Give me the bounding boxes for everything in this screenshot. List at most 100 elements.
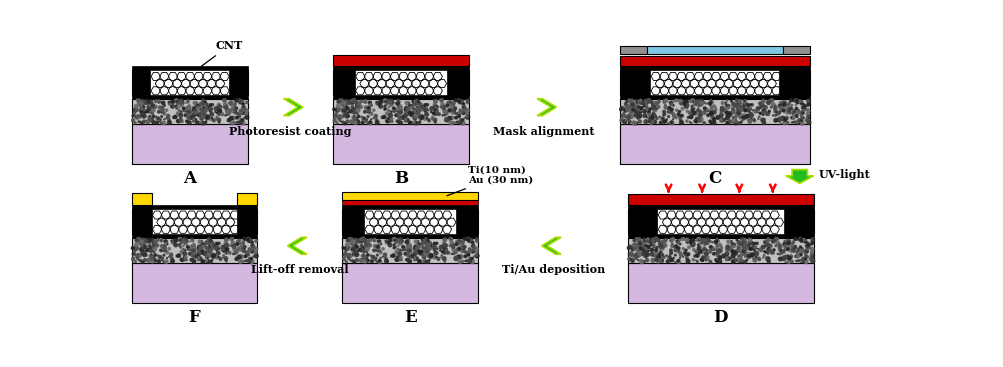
Circle shape [678, 251, 681, 254]
Circle shape [412, 117, 416, 120]
Circle shape [231, 103, 233, 105]
Bar [627, 195, 812, 205]
Circle shape [690, 239, 694, 242]
Circle shape [376, 246, 379, 250]
Circle shape [402, 248, 405, 250]
Circle shape [355, 239, 358, 242]
Circle shape [361, 250, 364, 252]
Circle shape [671, 113, 674, 115]
Circle shape [151, 120, 154, 123]
Circle shape [449, 110, 451, 113]
Circle shape [455, 240, 458, 243]
Circle shape [710, 101, 713, 103]
Circle shape [148, 110, 151, 113]
Circle shape [803, 252, 805, 254]
Circle shape [423, 254, 426, 257]
Circle shape [629, 105, 633, 109]
Circle shape [398, 121, 402, 124]
Circle shape [203, 251, 207, 255]
Circle shape [801, 110, 803, 112]
Circle shape [239, 101, 242, 104]
Circle shape [743, 239, 746, 241]
Circle shape [139, 240, 143, 244]
Circle shape [169, 103, 171, 105]
Circle shape [759, 107, 761, 108]
Circle shape [354, 100, 357, 103]
Circle shape [676, 241, 679, 244]
Circle shape [645, 100, 647, 102]
Circle shape [352, 111, 355, 114]
Circle shape [770, 246, 771, 247]
Circle shape [780, 116, 784, 120]
Circle shape [722, 108, 726, 111]
Circle shape [208, 251, 209, 253]
Circle shape [806, 243, 809, 246]
Circle shape [153, 243, 155, 246]
Circle shape [237, 248, 239, 250]
Circle shape [206, 109, 208, 111]
Circle shape [378, 104, 379, 105]
Circle shape [151, 108, 154, 112]
Circle shape [619, 108, 622, 111]
Circle shape [365, 247, 369, 251]
Circle shape [219, 257, 222, 260]
Circle shape [719, 113, 722, 117]
Circle shape [714, 252, 716, 254]
Circle shape [734, 116, 736, 118]
Circle shape [179, 113, 183, 117]
Circle shape [229, 116, 233, 120]
Circle shape [732, 117, 735, 120]
Circle shape [209, 240, 212, 243]
Circle shape [163, 119, 164, 120]
Circle shape [762, 257, 763, 258]
Circle shape [360, 240, 363, 243]
Circle shape [646, 245, 650, 248]
Circle shape [638, 115, 641, 118]
Circle shape [747, 242, 748, 243]
Circle shape [457, 121, 460, 124]
Circle shape [734, 113, 736, 115]
Circle shape [725, 247, 728, 250]
Circle shape [803, 241, 805, 243]
Circle shape [428, 244, 431, 247]
Circle shape [733, 250, 736, 253]
Circle shape [212, 255, 215, 258]
Circle shape [770, 239, 774, 243]
Circle shape [188, 111, 191, 113]
Circle shape [701, 256, 703, 258]
Circle shape [637, 246, 638, 248]
Circle shape [442, 105, 444, 108]
Circle shape [227, 244, 229, 247]
Circle shape [737, 115, 739, 116]
Circle shape [466, 101, 468, 104]
Circle shape [653, 240, 655, 243]
Circle shape [422, 251, 423, 252]
Circle shape [783, 240, 786, 243]
Circle shape [804, 255, 806, 258]
Circle shape [179, 238, 181, 240]
Bar [342, 238, 477, 263]
Bar [131, 234, 257, 238]
Circle shape [226, 105, 228, 108]
Circle shape [638, 107, 641, 110]
Circle shape [191, 247, 193, 249]
Circle shape [744, 255, 745, 257]
Circle shape [396, 120, 398, 122]
Circle shape [379, 251, 382, 254]
Circle shape [337, 109, 340, 112]
Circle shape [401, 249, 403, 251]
Circle shape [195, 119, 197, 121]
Circle shape [739, 254, 741, 257]
Circle shape [682, 103, 685, 105]
Circle shape [404, 119, 408, 122]
Circle shape [370, 113, 372, 115]
Bar [229, 70, 248, 95]
Circle shape [144, 239, 147, 243]
Circle shape [794, 247, 795, 248]
Circle shape [356, 119, 358, 121]
Circle shape [690, 109, 693, 112]
Circle shape [444, 112, 447, 115]
Circle shape [247, 251, 248, 252]
Circle shape [404, 252, 406, 255]
Circle shape [184, 109, 186, 112]
